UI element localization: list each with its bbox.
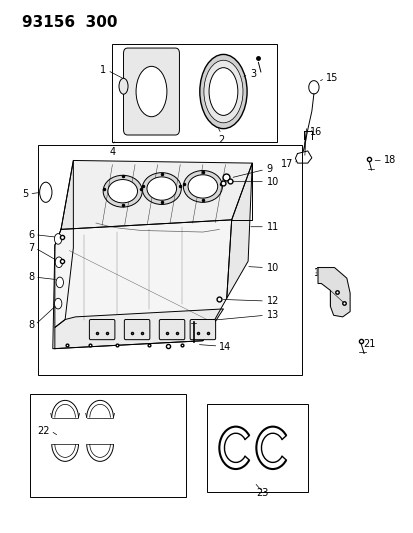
Ellipse shape <box>54 233 62 244</box>
Polygon shape <box>61 160 252 229</box>
FancyBboxPatch shape <box>124 319 150 340</box>
Text: 23: 23 <box>256 488 268 498</box>
Bar <box>38 144 301 375</box>
Text: 8: 8 <box>28 272 34 282</box>
Ellipse shape <box>142 173 181 205</box>
Text: 4: 4 <box>109 147 115 157</box>
Polygon shape <box>55 309 223 349</box>
Ellipse shape <box>119 78 128 94</box>
Text: 15: 15 <box>325 73 338 83</box>
Polygon shape <box>226 163 252 298</box>
Text: 21: 21 <box>362 340 375 350</box>
Ellipse shape <box>188 175 217 198</box>
Ellipse shape <box>54 298 62 309</box>
Text: 8: 8 <box>28 320 34 330</box>
Text: 17: 17 <box>280 159 293 169</box>
Bar <box>112 44 276 142</box>
Ellipse shape <box>183 171 222 203</box>
FancyBboxPatch shape <box>123 48 179 135</box>
Text: 22: 22 <box>37 426 50 436</box>
Text: 13: 13 <box>266 310 278 320</box>
Ellipse shape <box>103 175 142 207</box>
Polygon shape <box>317 268 349 317</box>
Bar <box>30 394 186 497</box>
Text: 5: 5 <box>22 189 28 199</box>
Text: 20: 20 <box>330 282 342 293</box>
Ellipse shape <box>204 60 242 123</box>
Text: 2: 2 <box>218 135 224 145</box>
Ellipse shape <box>199 54 247 128</box>
Polygon shape <box>53 220 231 349</box>
Text: 19: 19 <box>313 268 325 278</box>
Text: 1: 1 <box>100 66 106 75</box>
FancyBboxPatch shape <box>159 319 184 340</box>
Ellipse shape <box>136 66 166 117</box>
Text: 10: 10 <box>266 176 278 187</box>
Ellipse shape <box>56 277 63 288</box>
Text: 93156  300: 93156 300 <box>22 14 117 30</box>
Polygon shape <box>55 160 73 327</box>
Text: 9: 9 <box>266 165 272 174</box>
Text: 6: 6 <box>28 230 34 240</box>
Text: 12: 12 <box>266 296 278 306</box>
Ellipse shape <box>55 257 62 268</box>
Ellipse shape <box>108 180 137 203</box>
Bar <box>206 405 307 492</box>
Text: 14: 14 <box>219 342 231 352</box>
Text: 16: 16 <box>309 127 321 138</box>
Text: 11: 11 <box>266 222 278 232</box>
Text: 7: 7 <box>28 243 34 253</box>
Ellipse shape <box>147 177 176 200</box>
Text: 18: 18 <box>383 156 395 165</box>
Ellipse shape <box>209 68 237 115</box>
Text: 10: 10 <box>266 263 278 272</box>
Text: 3: 3 <box>249 69 256 79</box>
FancyBboxPatch shape <box>190 319 215 340</box>
FancyBboxPatch shape <box>89 319 115 340</box>
Ellipse shape <box>40 182 52 203</box>
